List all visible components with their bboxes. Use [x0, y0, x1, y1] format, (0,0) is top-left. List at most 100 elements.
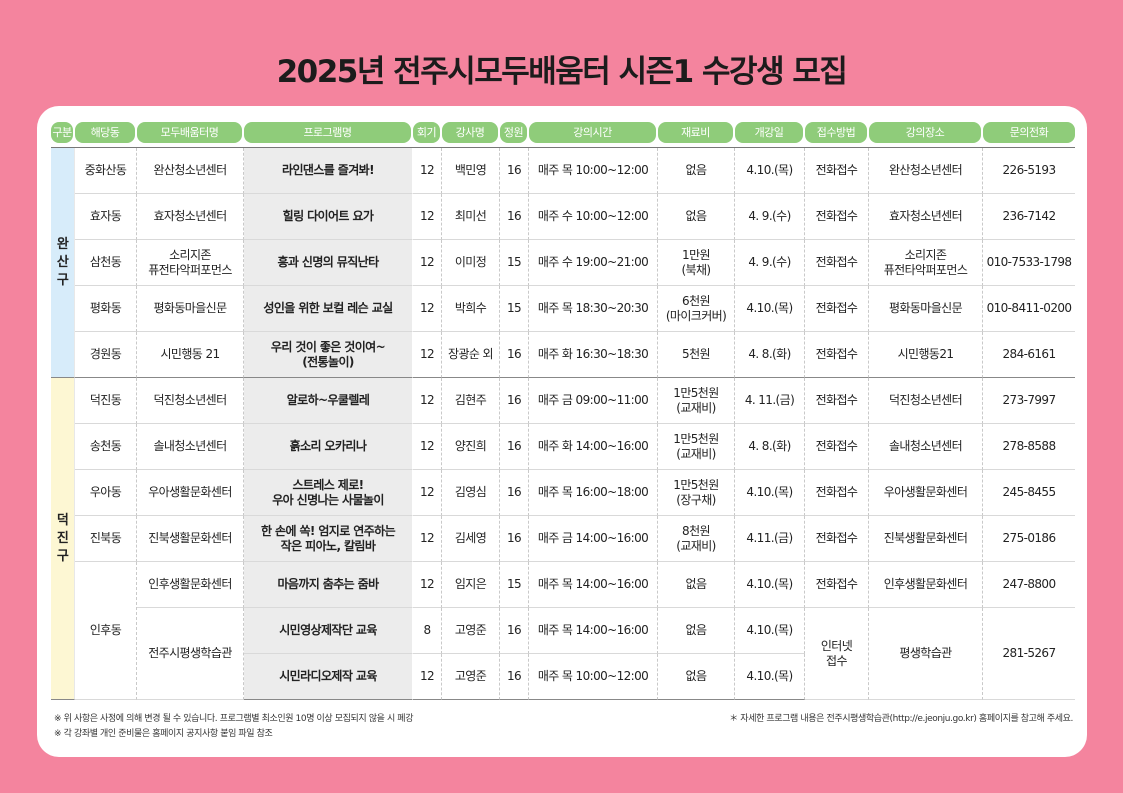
- cell-line: 4.10.(목): [746, 623, 793, 637]
- program-cell: 마음까지 춤추는 줌바: [244, 562, 413, 608]
- teacher-cell: 고영준: [442, 654, 500, 700]
- center-cell: 효자청소년센터: [137, 194, 244, 240]
- cell-line: 마음까지 춤추는 줌바: [277, 577, 379, 591]
- center-cell: 소리지존 퓨전타악퍼포먼스: [137, 240, 244, 286]
- capacity-cell: 16: [500, 516, 529, 562]
- table-row: 삼천동 소리지존 퓨전타악퍼포먼스 흥과 신명의 뮤직난타 12 이미정 15 매주 수 19…: [51, 240, 1075, 286]
- cell-line: 매주 금 09:00~11:00: [537, 393, 649, 407]
- cell-line: 매주 목 10:00~12:00: [537, 669, 649, 683]
- sessions-cell: 12: [413, 240, 442, 286]
- start-date-cell: 4.11.(금): [735, 516, 805, 562]
- table-row: 우아동 우아생활문화센터 스트레스 제로! 우아 신명나는 사물놀이 12 김영심 16 매주…: [51, 470, 1075, 516]
- method-cell: 전화접수: [805, 148, 869, 194]
- start-date-cell: 4. 9.(수): [735, 240, 805, 286]
- sessions-cell: 8: [413, 608, 442, 654]
- cell-line: 매주 금 14:00~16:00: [537, 531, 649, 545]
- cell-line: 인후생활문화센터: [883, 577, 968, 591]
- time-cell: 매주 목 14:00~16:00: [529, 562, 658, 608]
- center-cell: 덕진청소년센터: [137, 378, 244, 424]
- cell-line: 퓨전타악퍼포먼스: [148, 262, 232, 277]
- col-header-district: 구분: [51, 122, 75, 143]
- place-cell: 진북생활문화센터: [869, 516, 983, 562]
- time-cell: 매주 목 18:30~20:30: [529, 286, 658, 332]
- col-header-fee: 재료비: [658, 122, 735, 143]
- cell-line: 12: [419, 255, 435, 269]
- cell-line: 시민라디오제작 교육: [279, 669, 377, 683]
- cell-line: 완산청소년센터: [153, 163, 227, 177]
- time-cell: 매주 화 16:30~18:30: [529, 332, 658, 378]
- cell-line: 12: [419, 163, 435, 177]
- fee-cell: 1만5천원 (교재비): [658, 424, 735, 470]
- place-cell: 완산청소년센터: [869, 148, 983, 194]
- cell-line: 우아생활문화센터: [148, 485, 232, 499]
- cell-line: 우리 것이 좋은 것이여~: [270, 339, 386, 354]
- cell-line: 전화접수: [815, 209, 858, 223]
- cell-line: 284-6161: [1002, 347, 1057, 361]
- fee-cell: 8천원 (교재비): [658, 516, 735, 562]
- cell-line: 매주 화 16:30~18:30: [537, 347, 649, 361]
- cell-line: 우아동: [89, 485, 122, 499]
- cell-line: (장구채): [676, 492, 716, 507]
- place-cell: 솔내청소년센터: [869, 424, 983, 470]
- cell-line: 6천원: [682, 293, 711, 308]
- capacity-cell: 15: [500, 562, 529, 608]
- cell-line: 12: [419, 209, 435, 223]
- cell-line: 덕진청소년센터: [153, 393, 227, 407]
- cell-line: 없음: [685, 163, 707, 177]
- cell-line: 236-7142: [1002, 209, 1057, 223]
- col-header-dong: 해당동: [75, 122, 137, 143]
- phone-cell: 010-8411-0200: [983, 286, 1075, 332]
- time-cell: 매주 화 14:00~16:00: [529, 424, 658, 470]
- teacher-cell: 백민영: [442, 148, 500, 194]
- dong-cell: 덕진동: [75, 378, 137, 424]
- cell-line: 매주 수 10:00~12:00: [537, 209, 649, 223]
- start-date-cell: 4.10.(목): [735, 286, 805, 332]
- cell-line: 없음: [685, 209, 707, 223]
- time-cell: 매주 수 10:00~12:00: [529, 194, 658, 240]
- program-cell: 시민영상제작단 교육: [244, 608, 413, 654]
- cell-line: 16: [506, 485, 522, 499]
- capacity-cell: 16: [500, 378, 529, 424]
- capacity-cell: 15: [500, 286, 529, 332]
- cell-line: 275-0186: [1002, 531, 1057, 545]
- cell-line: 김세영: [454, 531, 487, 545]
- note-line: ※ 위 사항은 사정에 의해 변경 될 수 있습니다. 프로그램별 최소인원 1…: [54, 714, 414, 724]
- place-cell: 평생학습관: [869, 608, 983, 700]
- time-cell: 매주 금 09:00~11:00: [529, 378, 658, 424]
- cell-line: 4. 11.(금): [744, 393, 795, 407]
- cell-line: 12: [419, 393, 435, 407]
- time-cell: 매주 금 14:00~16:00: [529, 516, 658, 562]
- cell-line: 진북생활문화센터: [883, 531, 968, 545]
- sessions-cell: 12: [413, 148, 442, 194]
- cell-line: 진북동: [89, 531, 122, 545]
- teacher-cell: 김영심: [442, 470, 500, 516]
- fee-cell: 1만5천원 (장구채): [658, 470, 735, 516]
- cell-line: 양진희: [454, 439, 487, 453]
- schedule-card: 구분 해당동 모두배움터명 프로그램명 회기 강사명 정원 강의시간 재료비 개…: [37, 106, 1087, 757]
- dong-cell: 삼천동: [75, 240, 137, 286]
- cell-line: 성인을 위한 보컬 레슨 교실: [263, 301, 393, 315]
- cell-line: 273-7997: [1002, 393, 1057, 407]
- cell-line: (교재비): [676, 400, 716, 415]
- cell-line: 고영준: [454, 623, 487, 637]
- cell-line: (북채): [681, 262, 711, 277]
- cell-line: 278-8588: [1002, 439, 1057, 453]
- method-cell: 전화접수: [805, 562, 869, 608]
- fee-cell: 없음: [658, 148, 735, 194]
- phone-cell: 245-8455: [983, 470, 1075, 516]
- cell-line: 라인댄스를 즐겨봐!: [282, 163, 375, 177]
- place-cell: 우아생활문화센터: [869, 470, 983, 516]
- phone-cell: 236-7142: [983, 194, 1075, 240]
- time-cell: 매주 목 16:00~18:00: [529, 470, 658, 516]
- cell-line: 없음: [685, 577, 707, 591]
- cell-line: 장광순 외: [448, 347, 494, 361]
- cell-line: 12: [419, 439, 435, 453]
- teacher-cell: 장광순 외: [442, 332, 500, 378]
- program-cell: 시민라디오제작 교육: [244, 654, 413, 700]
- phone-cell: 284-6161: [983, 332, 1075, 378]
- cell-line: 접수: [826, 653, 847, 668]
- program-cell: 한 손에 쏙! 엄지로 연주하는 작은 피아노, 칼림바: [244, 516, 413, 562]
- sessions-cell: 12: [413, 286, 442, 332]
- cell-line: 중화산동: [84, 163, 127, 177]
- sessions-cell: 12: [413, 562, 442, 608]
